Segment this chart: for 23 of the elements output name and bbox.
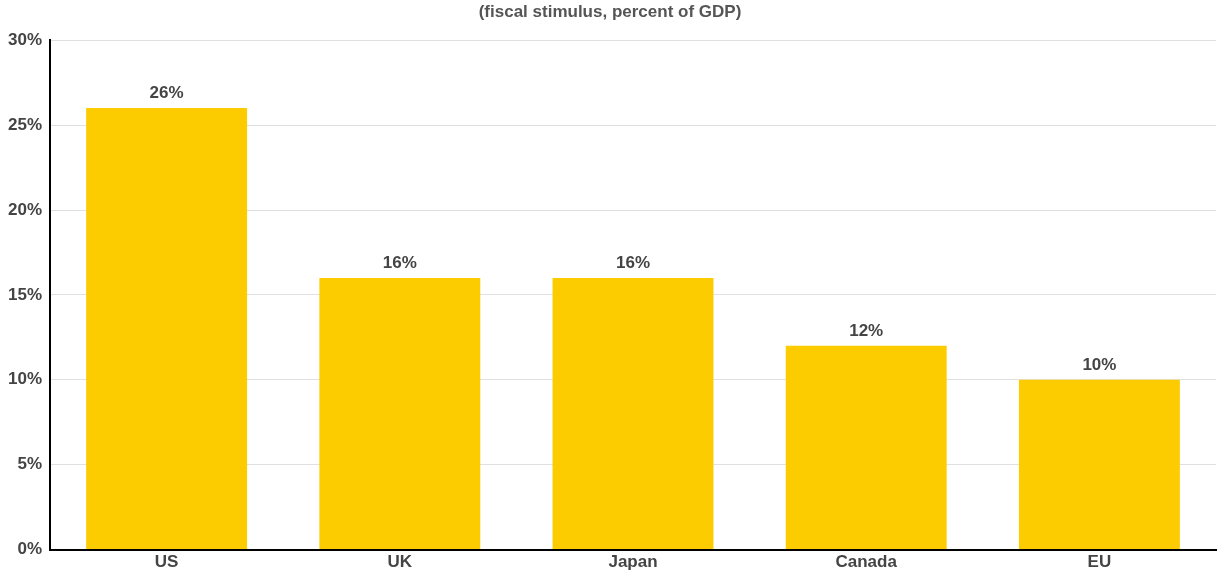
y-tick-label: 20% bbox=[7, 199, 43, 219]
chart-subtitle: (fiscal stimulus, percent of GDP) bbox=[477, 2, 743, 22]
y-tick-label: 10% bbox=[7, 369, 43, 389]
data-label: 12% bbox=[849, 321, 884, 341]
y-tick-label: 5% bbox=[17, 454, 43, 474]
bar bbox=[552, 277, 714, 550]
data-label: 16% bbox=[382, 253, 417, 273]
data-label: 16% bbox=[616, 253, 651, 273]
y-tick-label: 0% bbox=[17, 539, 43, 559]
x-tick-label: US bbox=[154, 552, 179, 572]
y-tick-label: 15% bbox=[7, 284, 43, 304]
y-tick-label: 30% bbox=[7, 29, 43, 49]
bar bbox=[785, 345, 947, 550]
bar bbox=[86, 108, 248, 550]
data-label: 10% bbox=[1082, 354, 1117, 374]
x-tick-label: Canada bbox=[835, 552, 898, 572]
x-tick-label: Japan bbox=[608, 552, 658, 572]
x-tick-label: UK bbox=[387, 552, 413, 572]
y-tick-label: 25% bbox=[7, 114, 43, 134]
x-tick-label: EU bbox=[1087, 552, 1112, 572]
data-label: 26% bbox=[149, 83, 184, 103]
bar bbox=[319, 277, 481, 550]
bar bbox=[1018, 379, 1180, 550]
